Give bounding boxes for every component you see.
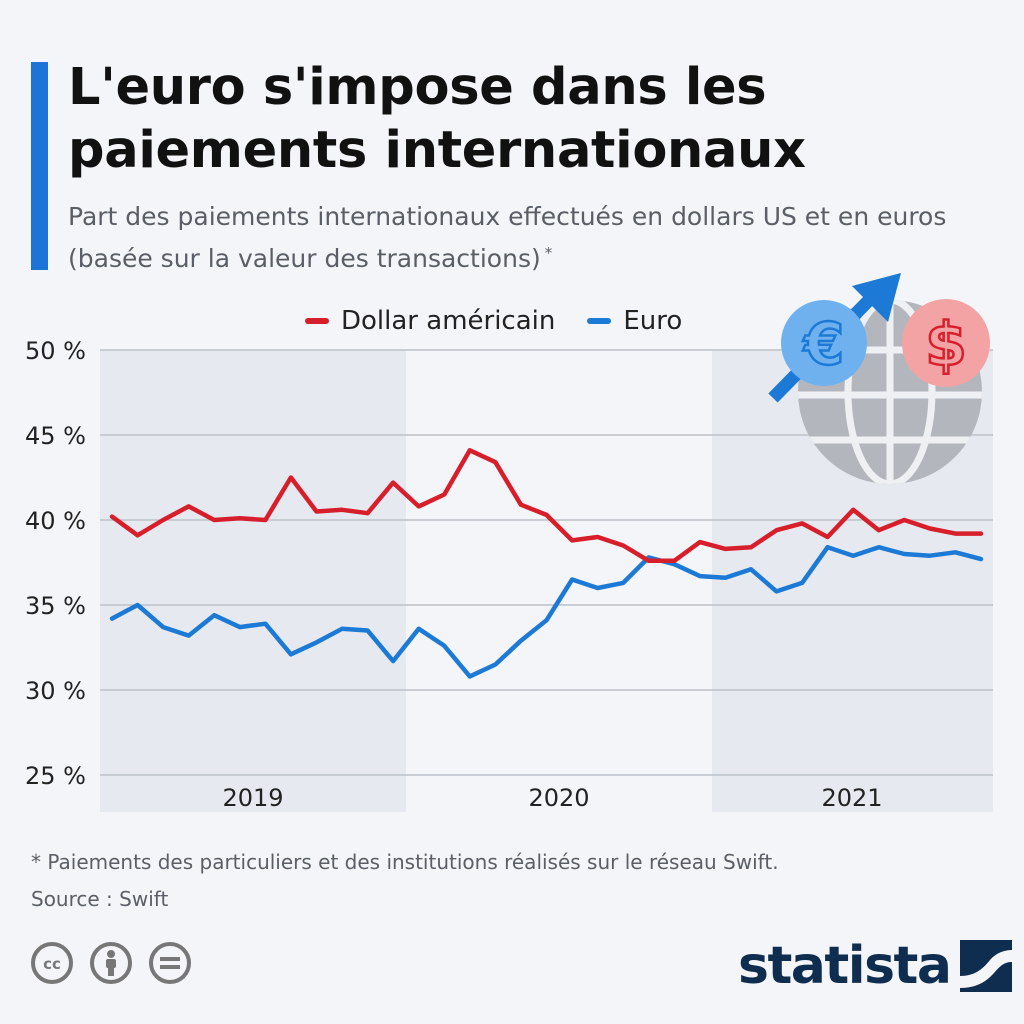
y-tick-label: 35 % (25, 592, 86, 620)
x-axis-year-labels: 2019 2020 2021 (222, 784, 882, 812)
page-title: L'euro s'impose dans les paiements inter… (68, 58, 806, 180)
legend-label-euro: Euro (623, 306, 683, 336)
svg-text:cc: cc (43, 955, 61, 973)
x-year-label: 2020 (528, 784, 589, 812)
footnote-source: Source : Swift (31, 887, 169, 911)
currency-illustration: € $ (768, 273, 990, 484)
dollar-coin-icon: $ (902, 299, 990, 387)
y-tick-label: 50 % (25, 337, 86, 365)
y-tick-label: 25 % (25, 762, 86, 790)
y-axis-labels: 50 % 45 % 40 % 35 % 30 % 25 % (25, 337, 86, 790)
subtitle-text: Part des paiements internationaux effect… (68, 202, 947, 273)
cc-icon[interactable]: cc (31, 942, 73, 984)
statista-brand[interactable]: statista (738, 936, 1013, 996)
year-band (100, 350, 406, 812)
legend-label-dollar: Dollar américain (341, 306, 556, 336)
legend-item-dollar: Dollar américain (305, 306, 555, 336)
subtitle-footnote-marker: * (544, 244, 553, 262)
no-derivatives-icon[interactable] (149, 942, 191, 984)
chart-subtitle: Part des paiements internationaux effect… (68, 198, 998, 277)
series-lines (109, 448, 984, 679)
legend-item-euro: Euro (587, 306, 682, 336)
y-tick-label: 30 % (25, 677, 86, 705)
series-line-euro (109, 544, 984, 679)
x-year-label: 2019 (222, 784, 283, 812)
attribution-icon[interactable] (90, 942, 132, 984)
legend-swatch-euro (587, 318, 612, 324)
y-tick-label: 45 % (25, 422, 86, 450)
chart-legend: Dollar américain Euro (305, 303, 714, 339)
y-tick-label: 40 % (25, 507, 86, 535)
license-icons: cc (31, 942, 208, 984)
euro-coin-icon: € (781, 300, 867, 386)
svg-text:€: € (802, 310, 844, 378)
series-line-dollar (109, 448, 984, 564)
footnote-note: * Paiements des particuliers et des inst… (31, 850, 779, 874)
statista-logo-icon (960, 940, 1013, 992)
title-accent-bar (31, 62, 48, 270)
legend-swatch-dollar (305, 318, 329, 324)
svg-text:$: $ (925, 310, 967, 380)
x-year-label: 2021 (821, 784, 882, 812)
brand-wordmark: statista (738, 936, 952, 996)
line-chart: 50 % 45 % 40 % 35 % 30 % 25 % 2019 2020 2021 € … (25, 273, 993, 812)
footnote: * Paiements des particuliers et des inst… (31, 844, 991, 918)
